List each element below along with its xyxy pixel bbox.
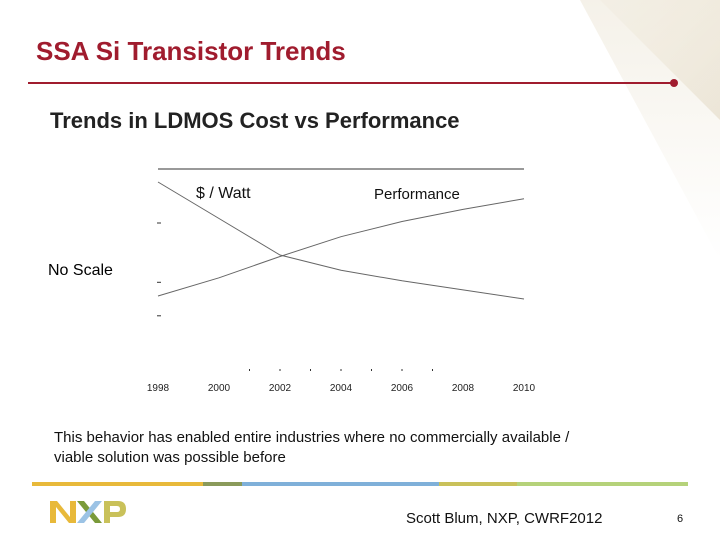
chart-note-no-scale: No Scale [48, 262, 113, 279]
x-tick-label: 1998 [147, 383, 170, 394]
footer-credit: Scott Blum, NXP, CWRF2012 [406, 510, 603, 527]
series-label-performance: Performance [374, 186, 460, 203]
title-underline [28, 82, 674, 84]
series-layer [157, 181, 525, 300]
x-tick-label: 2008 [452, 383, 475, 394]
series-line-performance [157, 198, 525, 297]
x-tick-label: 2010 [513, 383, 536, 394]
footer-bar-segment [202, 482, 242, 486]
nxp-logo [50, 501, 126, 523]
x-tick-label: 2000 [208, 383, 231, 394]
footer-bar-segment [241, 482, 439, 486]
footer-bar-segment [32, 482, 203, 486]
x-tick-label: 2006 [391, 383, 414, 394]
x-axis-labels: 1998 2000 2002 2004 2006 2008 2010 [147, 383, 536, 394]
chart-title: Trends in LDMOS Cost vs Performance [50, 108, 460, 133]
footer-bar-segment [517, 482, 688, 486]
slide-caption: This behavior has enabled entire industr… [54, 429, 570, 466]
title-underline-dot [670, 79, 678, 87]
footer-bar-segment [438, 482, 518, 486]
series-label-cost: $ / Watt [196, 185, 251, 202]
y-axis-ticks [157, 222, 161, 317]
x-axis-ticks [249, 369, 433, 371]
chart: 1998 2000 2002 2004 2006 2008 2010 $ / Watt Pe… [147, 168, 536, 394]
series-line-cost-per-watt [157, 181, 525, 300]
x-tick-label: 2004 [330, 383, 353, 394]
x-tick-label: 2002 [269, 383, 292, 394]
slide-title: SSA Si Transistor Trends [36, 36, 346, 66]
footer-color-bar [32, 482, 688, 486]
page-number: 6 [677, 513, 684, 525]
